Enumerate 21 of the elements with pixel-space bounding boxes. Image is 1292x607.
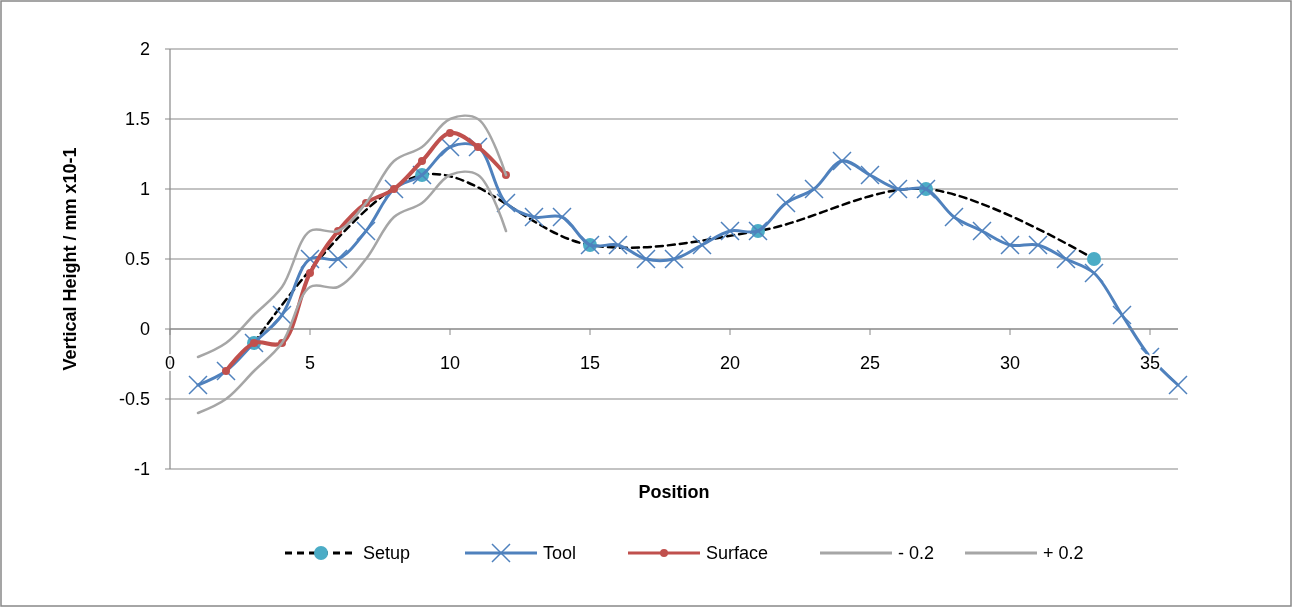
x-tick-label: 10 [439,353,461,373]
legend-label: Setup [363,543,411,563]
x-tick-label: 25 [859,353,881,373]
legend-label: - 0.2 [898,543,935,563]
y-tick-label: 0 [139,319,150,339]
x-tick-label: 0 [164,353,176,373]
x-tick-label: 20 [719,353,741,373]
legend-label: Tool [543,543,577,563]
y-tick-label: 2 [139,39,150,59]
x-tick-label: 30 [999,353,1021,373]
legend-label: + 0.2 [1043,543,1084,563]
x-axis-title: Position [638,482,710,502]
y-tick-label: -0.5 [118,389,150,409]
y-axis-title: Vertical Height / mm x10-1 [60,147,80,371]
x-tick-label: 15 [579,353,601,373]
y-tick-label: -1 [133,459,150,479]
legend-label: Surface [706,543,769,563]
y-tick-label: 0.5 [124,249,150,269]
y-tick-label: 1.5 [124,109,150,129]
y-tick-label: 1 [139,179,150,199]
x-tick-label: 5 [304,353,316,373]
